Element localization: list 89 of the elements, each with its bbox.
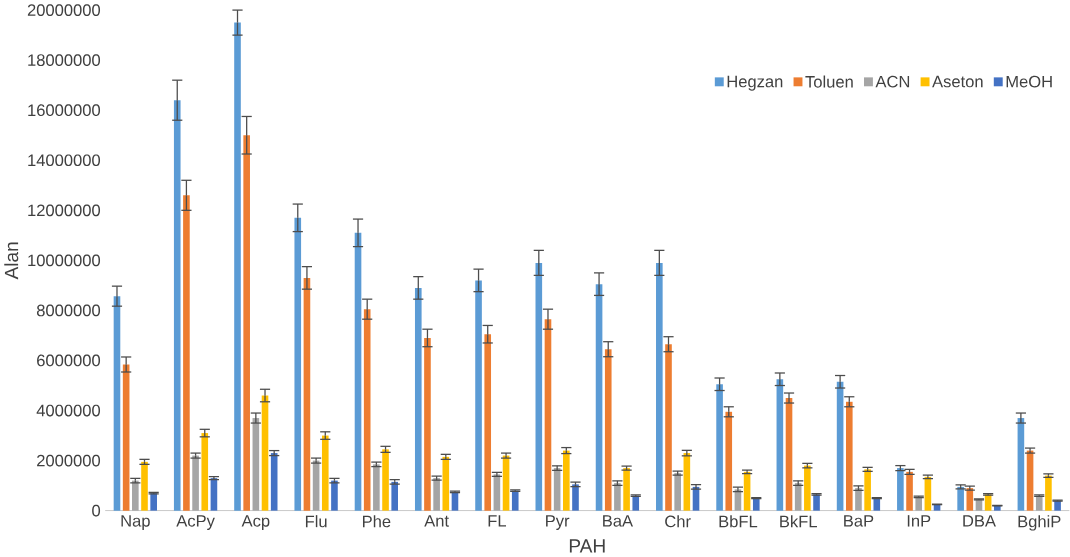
- y-tick-label: 0: [92, 504, 101, 517]
- bar: [391, 482, 399, 511]
- bar: [321, 435, 329, 511]
- bar: [132, 480, 139, 511]
- bar: [966, 488, 974, 511]
- y-tick-label: 4000000: [36, 404, 101, 417]
- y-tick-label: 20000000: [27, 4, 101, 17]
- bar: [716, 384, 723, 511]
- bar: [752, 498, 760, 511]
- bar: [484, 334, 492, 511]
- legend-label: Aseton: [932, 75, 983, 88]
- bar: [414, 288, 422, 511]
- bar: [294, 217, 302, 511]
- bar: [906, 472, 913, 511]
- x-tick-label: BkFL: [780, 515, 817, 528]
- x-tick-label: Pyr: [546, 515, 570, 531]
- y-axis-title: Alan: [4, 242, 19, 280]
- bar: [604, 349, 612, 511]
- x-tick-label: Phe: [363, 515, 391, 528]
- x-tick-label: DBA: [963, 515, 996, 527]
- y-tick-label: 6000000: [37, 354, 101, 367]
- bar: [845, 401, 853, 511]
- y-tick-label: 8000000: [36, 304, 101, 317]
- bar: [424, 338, 431, 511]
- bar: [665, 344, 672, 511]
- bar: [312, 460, 320, 511]
- x-tick-label: Flu: [305, 515, 327, 528]
- bar: [864, 469, 871, 511]
- x-tick-label: Chr: [665, 515, 691, 528]
- x-tick-label: Acp: [241, 515, 270, 531]
- x-tick-label: Nap: [121, 515, 150, 531]
- bar: [183, 195, 190, 511]
- bar: [572, 484, 579, 511]
- x-tick-label: BaA: [603, 515, 634, 527]
- x-tick-label: FL: [488, 515, 507, 527]
- bar: [1026, 450, 1034, 511]
- bar: [1035, 495, 1043, 511]
- x-axis-title: PAH: [569, 539, 605, 553]
- bar: [382, 449, 389, 511]
- bar: [261, 395, 269, 511]
- bar: [1045, 475, 1052, 511]
- bar: [331, 480, 338, 511]
- y-tick-label: 2000000: [37, 454, 101, 467]
- legend-label: Toluen: [805, 75, 853, 88]
- bar: [656, 263, 663, 511]
- x-tick-label: BghiP: [1018, 515, 1061, 531]
- bar: [674, 473, 681, 511]
- bar: [201, 433, 209, 511]
- y-tick-label: 14000000: [28, 154, 101, 167]
- x-tick-label: Ant: [424, 515, 449, 527]
- x-tick-label: AcPy: [176, 515, 215, 531]
- bar: [563, 450, 570, 511]
- bar: [614, 483, 621, 511]
- x-tick-label: InP: [907, 515, 931, 527]
- legend-label: ACN: [875, 75, 910, 88]
- legend-label: MeOH: [1006, 75, 1052, 88]
- bar: [192, 455, 199, 511]
- bar: [804, 465, 811, 511]
- bar: [725, 411, 733, 511]
- x-tick-label: BaP: [844, 515, 874, 527]
- bar: [243, 135, 250, 511]
- bar: [535, 263, 543, 511]
- bar: [915, 497, 923, 511]
- bar: [373, 464, 380, 511]
- bar: [873, 498, 881, 511]
- y-tick-label: 10000000: [28, 254, 101, 267]
- bar: [122, 364, 130, 511]
- bar: [957, 487, 964, 511]
- bar: [234, 22, 241, 511]
- bar: [442, 456, 450, 511]
- bar: [502, 455, 510, 511]
- bar: [511, 490, 519, 511]
- bar: [141, 461, 148, 511]
- bar: [632, 495, 640, 511]
- bar: [897, 468, 904, 511]
- bar: [623, 468, 630, 511]
- bar: [794, 483, 802, 511]
- bar: [363, 309, 371, 511]
- y-tick-label: 16000000: [28, 104, 101, 117]
- y-tick-label: 18000000: [28, 54, 101, 67]
- bar: [433, 478, 440, 511]
- x-tick-label: BbFL: [719, 515, 758, 528]
- bar: [1054, 500, 1061, 511]
- y-tick-label: 12000000: [28, 204, 101, 217]
- bar: [173, 100, 181, 511]
- bar: [475, 280, 482, 511]
- bar: [836, 381, 844, 511]
- bar: [855, 488, 862, 511]
- legend-label: Hegzan: [727, 75, 783, 91]
